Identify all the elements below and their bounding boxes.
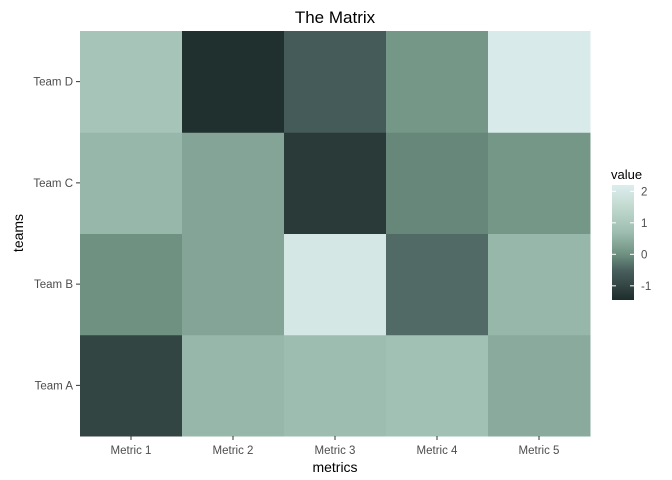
heatmap-cell-team-b-metric-3 [284, 233, 387, 336]
heatmap-cell-team-b-metric-4 [386, 233, 489, 336]
heatmap-cell-team-b-metric-2 [182, 233, 285, 336]
heatmap-cell-team-d-metric-2 [182, 31, 285, 133]
y-tick-label: Team A [35, 380, 74, 392]
heatmap-cell-team-d-metric-1 [80, 31, 183, 133]
x-tick-label: Metric 4 [417, 445, 459, 457]
y-axis-ticks: Team A Team B Team C Team D [33, 77, 80, 392]
legend-tick-label: 0 [641, 249, 647, 261]
x-tick-label: Metric 1 [111, 445, 152, 457]
heatmap-cell-team-a-metric-4 [386, 334, 489, 437]
chart-title: The Matrix [295, 8, 376, 27]
heatmap-cell-team-c-metric-4 [386, 132, 489, 234]
heatmap-cell-team-b-metric-5 [488, 233, 591, 336]
y-tick-label: Team C [33, 178, 73, 190]
heatmap-cell-team-c-metric-1 [80, 132, 183, 234]
x-tick-label: Metric 5 [519, 445, 560, 457]
heatmap-cell-team-c-metric-2 [182, 132, 285, 234]
legend-ticks: 2 1 0 -1 [612, 186, 651, 293]
legend-color-bar [612, 185, 634, 300]
heatmap-cell-team-c-metric-3 [284, 132, 387, 234]
x-tick-label: Metric 3 [315, 445, 356, 457]
x-axis-ticks: Metric 1 Metric 2 Metric 3 Metric 4 Metric 5 [111, 436, 560, 457]
y-tick-label: Team B [34, 279, 73, 291]
legend-tick-label: 1 [641, 218, 647, 230]
heatmap-cells [80, 31, 591, 437]
y-tick-label: Team D [33, 77, 73, 89]
heatmap-cell-team-d-metric-4 [386, 31, 489, 133]
x-axis-title: metrics [312, 459, 357, 475]
color-legend: value 2 1 0 -1 [611, 167, 651, 300]
heatmap-cell-team-d-metric-5 [488, 31, 591, 133]
heatmap-cell-team-c-metric-5 [488, 132, 591, 234]
heatmap-cell-team-a-metric-2 [182, 334, 285, 437]
legend-tick-label: -1 [641, 281, 651, 293]
x-tick-label: Metric 2 [213, 445, 254, 457]
legend-title: value [611, 167, 642, 182]
heatmap-cell-team-a-metric-5 [488, 334, 591, 437]
heatmap-cell-team-a-metric-3 [284, 334, 387, 437]
heatmap-cell-team-d-metric-3 [284, 31, 387, 133]
legend-tick-label: 2 [641, 186, 647, 198]
heatmap-cell-team-a-metric-1 [80, 334, 183, 437]
heatmap-cell-team-b-metric-1 [80, 233, 183, 336]
y-axis-title: teams [10, 214, 26, 252]
